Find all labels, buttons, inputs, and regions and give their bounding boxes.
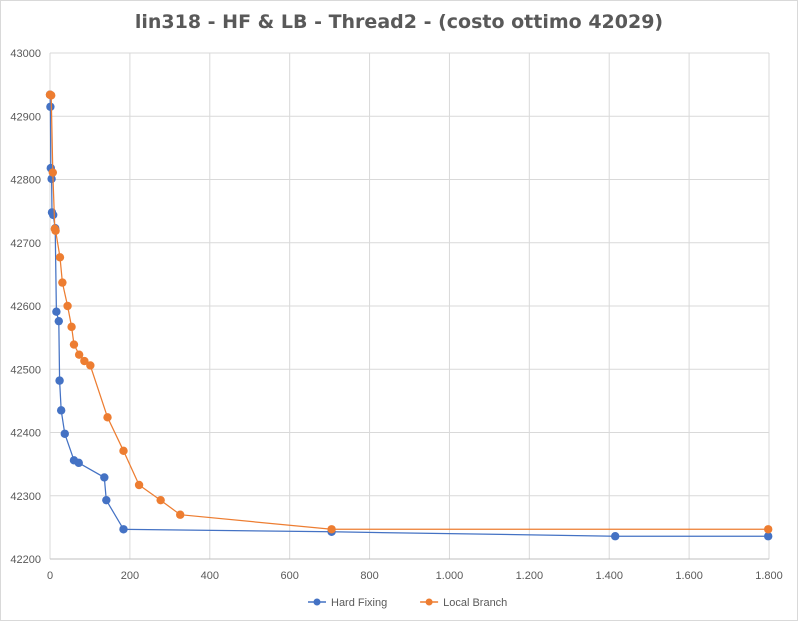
series-layer (45, 90, 773, 541)
chart-title: lin318 - HF & LB - Thread2 - (costo otti… (134, 11, 664, 33)
data-point (55, 376, 64, 385)
data-point (48, 168, 57, 177)
data-point (56, 406, 66, 415)
data-point (86, 361, 95, 370)
x-tick-label: 1.000 (436, 570, 464, 582)
x-tick-label: 1.800 (755, 570, 783, 582)
data-point (46, 102, 55, 111)
data-point (156, 495, 165, 505)
legend-label: Local Branch (443, 597, 507, 609)
x-tick-label: 800 (360, 570, 378, 582)
data-point (134, 480, 144, 490)
data-point (103, 413, 112, 422)
data-point (327, 525, 336, 534)
y-tick-label: 43000 (10, 48, 41, 60)
legend-item: Local Branch (420, 597, 507, 609)
data-point (58, 278, 67, 287)
y-tick-label: 42700 (10, 238, 41, 250)
x-tick-label: 1.600 (675, 570, 703, 582)
data-point (69, 340, 79, 349)
data-point (60, 429, 69, 438)
x-tick-label: 1.400 (595, 570, 623, 582)
legend-item: Hard Fixing (308, 597, 387, 609)
grid-lines (49, 52, 770, 560)
y-tick-label: 42400 (10, 428, 41, 440)
data-point (63, 301, 72, 311)
x-tick-label: 600 (280, 570, 298, 582)
legend: Hard Fixing Local Branch (308, 597, 507, 609)
data-point (48, 210, 58, 220)
x-tick-label: 200 (121, 570, 139, 582)
x-tick-label: 400 (201, 570, 219, 582)
x-tick-label: 0 (47, 570, 53, 582)
data-point (54, 316, 63, 326)
data-point (74, 350, 84, 359)
data-point (55, 253, 65, 262)
y-tick-label: 42200 (10, 554, 41, 566)
data-point (611, 532, 620, 541)
data-point (46, 91, 56, 100)
data-point (80, 356, 89, 366)
data-point (764, 532, 773, 541)
data-point (100, 473, 109, 482)
series-hard-fixing (45, 90, 773, 541)
y-tick-label: 42500 (10, 364, 41, 376)
data-point (764, 525, 773, 534)
data-point (74, 458, 83, 468)
y-tick-label: 42800 (10, 175, 41, 187)
data-point (119, 525, 128, 534)
legend-marker (313, 598, 321, 606)
series-local-branch (45, 90, 773, 534)
x-tick-label: 1.200 (516, 570, 544, 582)
data-point (176, 510, 185, 519)
series-line (49, 94, 769, 530)
y-tick-label: 42600 (10, 301, 41, 313)
data-point (51, 226, 60, 235)
legend-marker (425, 598, 433, 606)
data-point (52, 307, 61, 316)
y-tick-label: 42900 (10, 111, 41, 123)
legend-label: Hard Fixing (331, 597, 387, 609)
data-point (102, 495, 111, 505)
series-line (49, 94, 769, 537)
data-point (67, 322, 76, 332)
data-point (119, 446, 128, 456)
y-tick-label: 42300 (10, 491, 41, 503)
axes: 0 200 400 600 800 1.000 1.200 1.400 1.600 1.800 42… (10, 48, 782, 582)
